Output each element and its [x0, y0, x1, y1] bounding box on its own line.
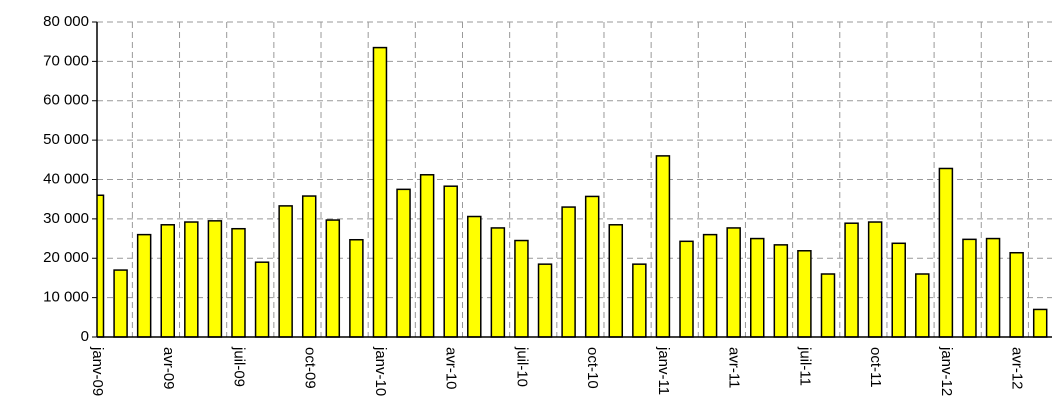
- x-tick-label: avr-12: [1009, 347, 1026, 390]
- x-tick-label: janv-12: [938, 346, 955, 396]
- y-tick-label: 70 000: [43, 52, 89, 69]
- x-tick-label: juil-10: [513, 346, 530, 387]
- bar: [514, 239, 529, 338]
- bar: [419, 174, 435, 338]
- bar: [1032, 308, 1048, 338]
- bar: [679, 240, 694, 338]
- bar: [844, 222, 859, 338]
- x-tick-label: avr-11: [726, 347, 743, 388]
- labels: 0 10 000 20 000 30 000 40 000 50 000 60 000 70 …: [43, 13, 1026, 396]
- bar: [867, 221, 883, 338]
- bar: [938, 167, 954, 338]
- y-tick-label: 10 000: [43, 289, 89, 306]
- bar: [184, 221, 199, 338]
- bar: [325, 219, 341, 338]
- bar: [726, 227, 741, 338]
- bar: [797, 250, 812, 338]
- bar: [962, 238, 977, 338]
- x-tick-label: juil-09: [231, 346, 248, 387]
- x-tick-label: oct-09: [301, 347, 318, 389]
- bar: [749, 237, 765, 338]
- bar: [97, 194, 105, 338]
- bar: [1009, 251, 1024, 338]
- bar: [702, 233, 718, 338]
- bar: [608, 224, 624, 338]
- bar: [231, 227, 246, 338]
- bar: [915, 273, 930, 338]
- y-tick-label: 0: [81, 328, 89, 345]
- x-tick-label: janv-10: [372, 346, 389, 396]
- bar: [136, 233, 152, 338]
- y-tick-label: 60 000: [43, 92, 89, 109]
- bar: [372, 46, 388, 338]
- bar: [207, 220, 223, 338]
- bar: [301, 195, 317, 338]
- bar: [443, 185, 458, 338]
- y-tick-label: 50 000: [43, 131, 89, 148]
- y-tick-label: 40 000: [43, 170, 89, 187]
- bar: [490, 227, 506, 338]
- x-tick-label: avr-09: [160, 347, 177, 390]
- bar: [891, 242, 906, 338]
- bar: [655, 155, 671, 338]
- x-tick-label: oct-11: [867, 347, 884, 388]
- bar: [820, 273, 836, 338]
- bar: [632, 263, 647, 338]
- bar: [113, 269, 128, 338]
- x-tick-label: janv-09: [89, 346, 106, 396]
- bar: [349, 238, 364, 338]
- grid: [97, 21, 1052, 337]
- bar: [278, 205, 293, 338]
- bar: [396, 188, 411, 338]
- y-tick-label: 20 000: [43, 249, 89, 266]
- x-tick-label: oct-10: [584, 347, 601, 389]
- x-tick-label: avr-10: [443, 347, 460, 390]
- bar: [561, 206, 576, 338]
- bar: [254, 261, 270, 338]
- bar: [537, 263, 553, 338]
- x-tick-label: janv-11: [655, 346, 672, 395]
- x-tick-label: juil-11: [796, 346, 813, 386]
- bar: [985, 237, 1001, 338]
- bar: [467, 215, 482, 338]
- bar: [160, 224, 175, 338]
- bars: [97, 46, 1048, 338]
- y-tick-label: 80 000: [43, 13, 89, 30]
- bar: [773, 244, 789, 338]
- bar: [584, 195, 600, 338]
- y-tick-label: 30 000: [43, 210, 89, 227]
